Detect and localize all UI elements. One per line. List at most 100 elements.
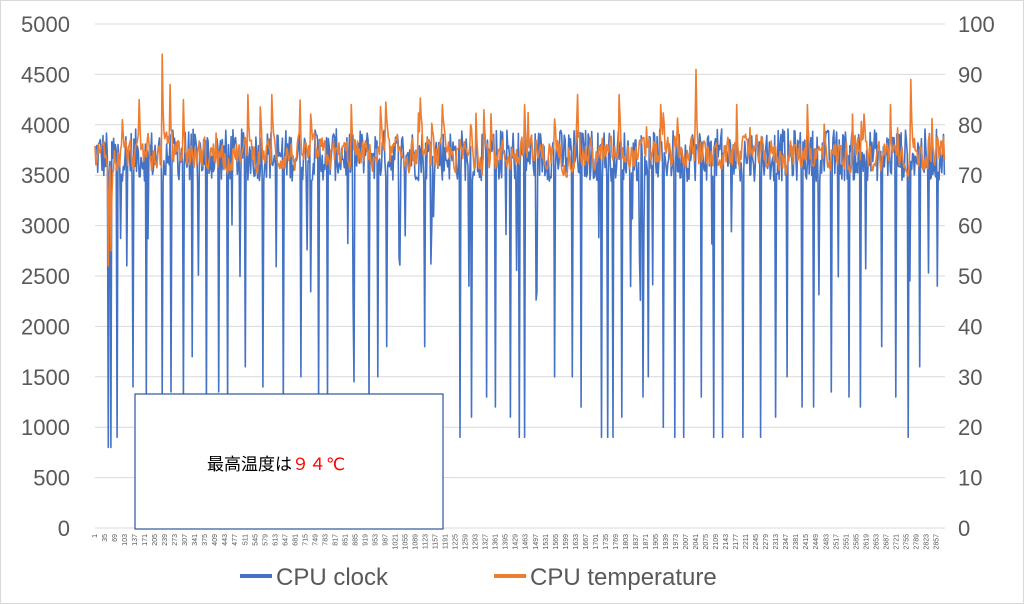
y-right-tick-label: 0 [958, 516, 970, 541]
x-tick-label: 647 [282, 534, 289, 546]
x-tick-label: 1837 [633, 534, 640, 550]
x-tick-label: 1769 [613, 534, 620, 550]
x-tick-label: 1905 [653, 534, 660, 550]
y-left-tick-label: 4500 [21, 62, 70, 87]
y-right-tick-label: 70 [958, 163, 982, 188]
x-tick-label: 1565 [553, 534, 560, 550]
annotation-frame [134, 393, 444, 530]
x-tick-label: 1259 [463, 534, 470, 550]
x-tick-label: 2585 [853, 534, 860, 550]
y-left-tick-label: 500 [33, 466, 70, 491]
x-tick-label: 1123 [423, 534, 430, 549]
x-tick-label: 307 [182, 534, 189, 546]
series-group [94, 53, 946, 449]
x-tick-label: 987 [383, 534, 390, 546]
x-tick-label: 273 [172, 534, 179, 546]
x-tick-label: 2517 [833, 534, 840, 550]
series-line-cpu-temperature [94, 53, 946, 267]
x-tick-label: 2823 [923, 534, 930, 550]
legend-label-clock: CPU clock [276, 564, 389, 591]
y-left-tick-label: 1500 [21, 365, 70, 390]
annotation-box: 最高温度は９４℃ [134, 393, 444, 530]
legend-label-temperature: CPU temperature [530, 564, 717, 591]
x-tick-label: 103 [122, 534, 129, 546]
x-tick-label: 1055 [403, 534, 410, 550]
x-tick-label: 749 [312, 534, 319, 546]
x-tick-label: 1225 [453, 534, 460, 550]
x-tick-label: 2245 [753, 534, 760, 550]
x-tick-label: 35 [102, 534, 109, 542]
y-right-tick-label: 30 [958, 365, 982, 390]
x-tick-label: 2483 [823, 534, 830, 550]
x-tick-label: 1463 [523, 534, 530, 550]
x-tick-label: 1939 [663, 534, 670, 550]
x-tick-label: 137 [132, 534, 139, 546]
y-axis-right: 0 10 20 30 40 50 60 70 80 90 100 [958, 12, 995, 541]
x-tick-label: 409 [212, 534, 219, 546]
x-tick-label: 2211 [743, 534, 750, 549]
x-tick-label: 2143 [723, 534, 730, 550]
x-tick-label: 2789 [913, 534, 920, 550]
y-left-tick-label: 3000 [21, 214, 70, 239]
y-right-tick-label: 10 [958, 466, 982, 491]
x-tick-label: 1429 [513, 534, 520, 550]
x-tick-label: 885 [352, 534, 359, 546]
x-tick-label: 2857 [933, 534, 940, 550]
x-tick-label: 1191 [443, 534, 450, 549]
x-tick-label: 1293 [473, 534, 480, 550]
y-right-tick-label: 40 [958, 314, 982, 339]
x-tick-label: 817 [332, 534, 339, 546]
x-tick-label: 1735 [603, 534, 610, 550]
x-tick-label: 1667 [583, 534, 590, 550]
x-tick-label: 2279 [763, 534, 770, 550]
x-axis: 1 35 69 103 137 171 205 239 273 307 341 375 409 443 47… [92, 534, 940, 550]
x-tick-label: 1021 [393, 534, 400, 550]
legend: CPU clock CPU temperature [240, 564, 717, 591]
x-tick-label: 953 [372, 534, 379, 546]
x-tick-label: 341 [192, 534, 199, 546]
x-tick-label: 2619 [863, 534, 870, 550]
x-tick-label: 1497 [533, 534, 540, 550]
x-tick-label: 1089 [413, 534, 420, 550]
annotation-label: 最高温度は [207, 455, 292, 475]
x-tick-label: 1157 [433, 534, 440, 549]
x-tick-label: 69 [112, 534, 119, 542]
x-tick-label: 783 [322, 534, 329, 546]
y-right-tick-label: 50 [958, 264, 982, 289]
y-left-tick-label: 5000 [21, 12, 70, 37]
x-tick-label: 2653 [873, 534, 880, 550]
y-left-tick-label: 2500 [21, 264, 70, 289]
x-tick-label: 2313 [773, 534, 780, 550]
y-right-tick-label: 80 [958, 113, 982, 138]
x-tick-label: 2415 [803, 534, 810, 550]
x-tick-label: 2347 [783, 534, 790, 550]
x-tick-label: 545 [252, 534, 259, 546]
x-tick-label: 2687 [883, 534, 890, 550]
y-right-tick-label: 90 [958, 62, 982, 87]
x-tick-label: 1871 [643, 534, 650, 550]
x-tick-label: 1 [92, 534, 99, 538]
x-tick-label: 443 [222, 534, 229, 546]
y-left-tick-label: 1000 [21, 415, 70, 440]
x-tick-label: 205 [152, 534, 159, 546]
x-tick-label: 2449 [813, 534, 820, 550]
x-tick-label: 715 [302, 534, 309, 546]
y-axis-left: 0 500 1000 1500 2000 2500 3000 3500 4000 4500 5000 [21, 12, 70, 541]
x-tick-label: 579 [262, 534, 269, 546]
x-tick-label: 1803 [623, 534, 630, 550]
x-tick-label: 2381 [793, 534, 800, 550]
y-left-tick-label: 2000 [21, 314, 70, 339]
x-tick-label: 2075 [703, 534, 710, 550]
annotation-text: 最高温度は９４℃ [207, 455, 345, 475]
x-tick-label: 919 [362, 534, 369, 546]
x-tick-label: 1395 [503, 534, 510, 550]
annotation-value: ９４℃ [292, 455, 345, 475]
x-tick-label: 375 [202, 534, 209, 546]
x-tick-label: 1327 [483, 534, 490, 550]
y-right-tick-label: 20 [958, 415, 982, 440]
x-tick-label: 2109 [713, 534, 720, 550]
x-tick-label: 1633 [573, 534, 580, 550]
x-tick-label: 613 [272, 534, 279, 546]
y-right-tick-label: 60 [958, 214, 982, 239]
